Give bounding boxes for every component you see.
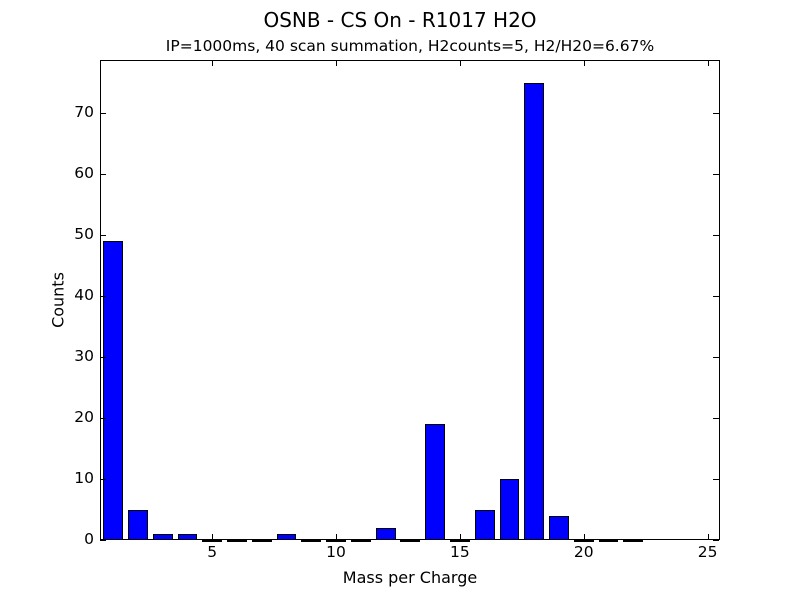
y-tick-label: 40 (74, 286, 94, 305)
x-tick (459, 60, 461, 66)
x-tick (583, 60, 585, 66)
y-tick-label: 70 (74, 103, 94, 122)
bar-mz-4 (177, 533, 198, 540)
x-tick (459, 534, 461, 540)
x-tick (336, 60, 338, 66)
plot-area (100, 60, 720, 542)
y-tick (100, 418, 106, 420)
y-tick (100, 235, 106, 237)
y-tick (100, 540, 106, 541)
bar-mz-3 (152, 533, 173, 540)
bar-mz-19 (549, 515, 569, 540)
chart-title: OSNB - CS On - R1017 H2O (263, 8, 537, 32)
y-tick (713, 357, 719, 359)
bar-mz-21 (598, 540, 619, 542)
x-tick-label: 25 (697, 543, 718, 561)
y-tick (100, 296, 106, 298)
bar-mz-10 (326, 540, 346, 542)
y-tick-label: 60 (74, 164, 94, 183)
bar-mz-13 (400, 540, 421, 542)
bar-mz-11 (350, 540, 371, 542)
bar-mz-20 (573, 540, 594, 542)
y-tick-label: 30 (74, 347, 94, 366)
bar-mz-14 (425, 424, 446, 540)
bar-mz-9 (301, 540, 322, 542)
x-tick (583, 534, 585, 540)
y-tick (713, 113, 719, 115)
bar-mz-22 (623, 540, 644, 542)
y-axis-label: Counts (48, 272, 68, 328)
x-tick-label: 10 (326, 543, 346, 561)
bar-mz-16 (474, 509, 495, 540)
y-tick (713, 235, 719, 237)
bar-mz-6 (227, 540, 247, 542)
y-tick (100, 357, 106, 359)
bar-mz-18 (524, 82, 545, 540)
x-axis-label: Mass per Charge (342, 568, 478, 587)
x-tick (707, 534, 709, 540)
x-tick (212, 534, 214, 540)
y-tick (713, 540, 719, 541)
bar-mz-15 (450, 540, 470, 542)
chart-subtitle: IP=1000ms, 40 scan summation, H2counts=5… (165, 37, 655, 55)
x-tick (707, 60, 709, 66)
y-tick (713, 296, 719, 298)
x-tick (336, 534, 338, 540)
bar-mz-5 (202, 540, 223, 542)
x-tick-label: 20 (573, 543, 594, 561)
y-tick (713, 418, 719, 420)
y-tick-label: 20 (74, 408, 94, 427)
bar-mz-8 (276, 533, 297, 540)
bar-mz-7 (251, 540, 272, 542)
y-tick (100, 174, 106, 176)
bar-mz-1 (103, 241, 124, 540)
x-tick-label: 5 (207, 543, 218, 561)
y-tick-label: 10 (74, 469, 94, 487)
y-tick-label: 0 (84, 530, 94, 548)
y-tick (713, 174, 719, 176)
y-tick-label: 50 (74, 225, 94, 244)
bar-mz-17 (499, 479, 520, 540)
y-tick (100, 479, 106, 480)
bar-mz-12 (375, 527, 396, 540)
y-tick (100, 113, 106, 115)
x-tick-label: 15 (450, 543, 470, 561)
x-tick (212, 60, 214, 66)
y-tick (713, 479, 719, 480)
bar-mz-2 (127, 509, 148, 540)
